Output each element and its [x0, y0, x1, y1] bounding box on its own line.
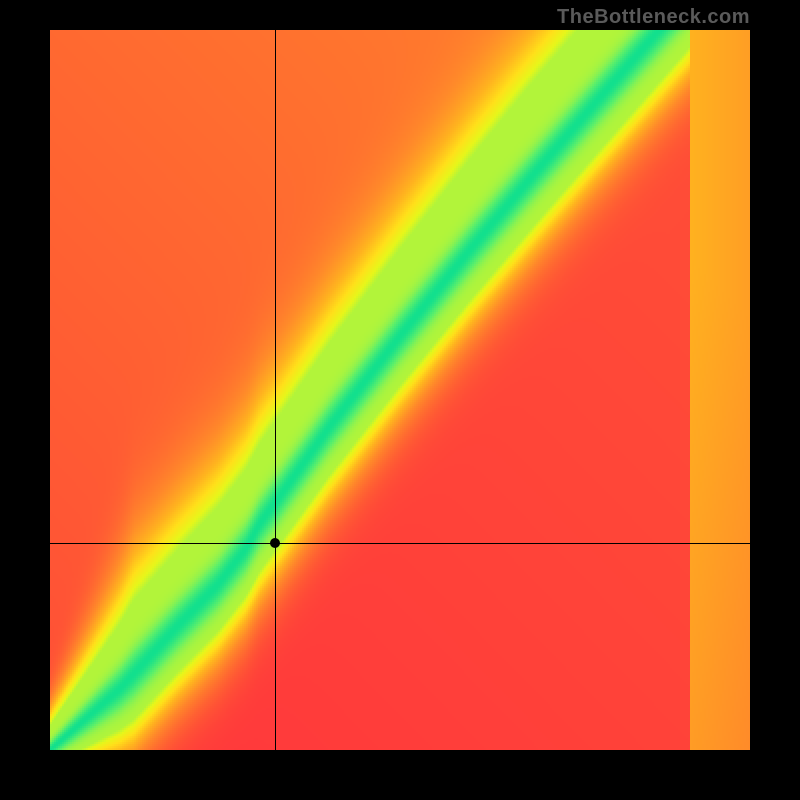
crosshair-horizontal: [50, 543, 750, 544]
watermark-text: TheBottleneck.com: [557, 6, 750, 29]
crosshair-vertical: [275, 30, 276, 750]
chart-container: TheBottleneck.com: [0, 0, 800, 800]
heatmap-canvas: [50, 30, 750, 750]
plot-area: [50, 30, 750, 750]
marker-point: [270, 538, 280, 548]
